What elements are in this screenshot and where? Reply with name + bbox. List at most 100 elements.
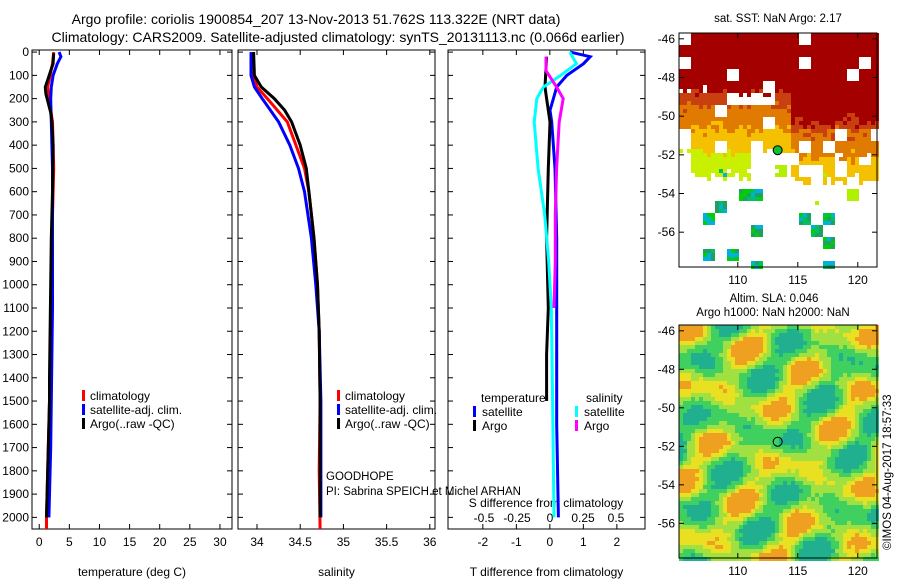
map-cell bbox=[743, 413, 747, 417]
map-cell bbox=[687, 429, 691, 433]
map-cell bbox=[763, 329, 767, 333]
map-cell bbox=[763, 145, 767, 149]
map-cell bbox=[811, 53, 815, 57]
map-cell bbox=[799, 133, 803, 137]
map-cell bbox=[823, 161, 827, 165]
map-cell bbox=[747, 481, 751, 485]
map-cell bbox=[739, 149, 743, 153]
map-cell bbox=[727, 441, 731, 445]
map-cell bbox=[843, 353, 847, 357]
map-cell bbox=[695, 369, 699, 373]
map-cell bbox=[771, 349, 775, 353]
legend-swatch bbox=[82, 418, 85, 429]
map-cell bbox=[799, 441, 803, 445]
s-tick-label: -0.5 bbox=[474, 511, 495, 525]
map-cell bbox=[775, 125, 779, 129]
map-cell bbox=[847, 361, 851, 365]
map-cell bbox=[711, 81, 715, 85]
map-cell bbox=[823, 337, 827, 341]
map-cell bbox=[779, 513, 783, 517]
map-cell bbox=[859, 525, 863, 529]
map-cell bbox=[783, 49, 787, 53]
map-cell bbox=[843, 349, 847, 353]
map-cell bbox=[839, 377, 843, 381]
map-cell bbox=[715, 101, 719, 105]
map-cell bbox=[775, 461, 779, 465]
map-cell bbox=[855, 101, 859, 105]
map-cell bbox=[687, 97, 691, 101]
map-cell bbox=[695, 533, 699, 537]
map-cell bbox=[711, 441, 715, 445]
map-cell bbox=[711, 349, 715, 353]
map-cell bbox=[831, 85, 835, 89]
map-cell bbox=[799, 465, 803, 469]
map-cell bbox=[747, 345, 751, 349]
map-cell bbox=[811, 77, 815, 81]
map-cell bbox=[855, 53, 859, 57]
map-cell bbox=[767, 469, 771, 473]
map-cell bbox=[803, 541, 807, 545]
map-cell bbox=[779, 521, 783, 525]
map-cell bbox=[691, 121, 695, 125]
map-cell bbox=[683, 429, 687, 433]
map-cell bbox=[699, 553, 703, 557]
map-cell bbox=[707, 485, 711, 489]
map-cell bbox=[831, 173, 835, 177]
map-cell bbox=[807, 101, 811, 105]
map-cell bbox=[787, 529, 791, 533]
map-cell bbox=[835, 53, 839, 57]
map-cell bbox=[859, 421, 863, 425]
map-cell bbox=[679, 429, 683, 433]
map-cell bbox=[851, 89, 855, 93]
map-cell bbox=[751, 197, 755, 201]
map-cell bbox=[851, 333, 855, 337]
map-cell bbox=[739, 189, 743, 193]
map-cell bbox=[863, 501, 867, 505]
map-cell bbox=[703, 413, 707, 417]
map-cell bbox=[775, 501, 779, 505]
map-cell bbox=[867, 365, 871, 369]
map-cell bbox=[791, 45, 795, 49]
map-cell bbox=[759, 57, 763, 61]
map-cell bbox=[727, 517, 731, 521]
map-cell bbox=[831, 445, 835, 449]
map-cell bbox=[835, 41, 839, 45]
map-cell bbox=[831, 429, 835, 433]
map-cell bbox=[823, 65, 827, 69]
map-cell bbox=[859, 173, 863, 177]
map-cell bbox=[775, 505, 779, 509]
map-cell bbox=[835, 337, 839, 341]
map-cell bbox=[855, 149, 859, 153]
map-cell bbox=[727, 121, 731, 125]
map-cell bbox=[687, 557, 691, 561]
map-cell bbox=[691, 553, 695, 557]
map-cell bbox=[783, 477, 787, 481]
map-cell bbox=[735, 113, 739, 117]
map-cell bbox=[687, 365, 691, 369]
map-cell bbox=[735, 125, 739, 129]
map-cell bbox=[863, 557, 867, 561]
map-cell bbox=[759, 401, 763, 405]
map-cell bbox=[747, 425, 751, 429]
map-cell bbox=[787, 109, 791, 113]
map-cell bbox=[727, 433, 731, 437]
map-cell bbox=[803, 133, 807, 137]
map-cell bbox=[719, 337, 723, 341]
map-cell bbox=[687, 369, 691, 373]
map-cell bbox=[791, 353, 795, 357]
map-cell bbox=[815, 473, 819, 477]
map-cell bbox=[711, 53, 715, 57]
map-cell bbox=[843, 357, 847, 361]
map-cell bbox=[695, 325, 699, 329]
map-cell bbox=[851, 105, 855, 109]
map-cell bbox=[847, 489, 851, 493]
map-cell bbox=[843, 49, 847, 53]
map-cell bbox=[711, 65, 715, 69]
map-cell bbox=[823, 441, 827, 445]
map-cell bbox=[847, 557, 851, 561]
map-cell bbox=[847, 97, 851, 101]
map-cell bbox=[703, 77, 707, 81]
map-cell bbox=[811, 109, 815, 113]
map-cell bbox=[771, 461, 775, 465]
map-cell bbox=[747, 93, 751, 97]
